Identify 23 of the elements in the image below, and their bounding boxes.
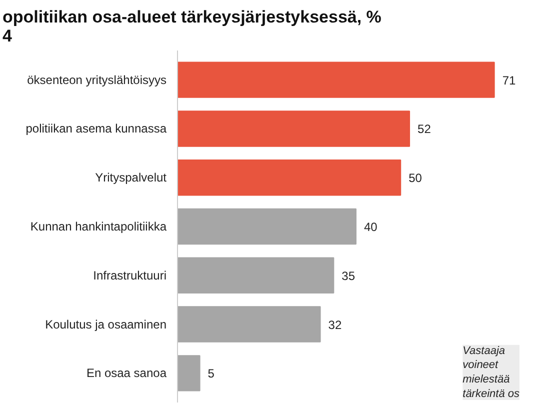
data-label: 40 — [364, 220, 378, 234]
bar — [178, 110, 410, 147]
data-label: 71 — [502, 73, 516, 88]
y-tick-label: Yrityspalvelut — [95, 170, 168, 185]
y-tick-label: Kunnan hankintapolitiikka — [30, 220, 167, 234]
chart-title: opolitiikan osa-alueet tärkeysjärjestyksessä, % 4 — [2, 8, 382, 46]
data-label: 32 — [328, 318, 342, 332]
y-tick-label: En osaa sanoa — [86, 366, 167, 380]
data-label: 5 — [208, 366, 215, 381]
annotation: Vastaaja voineet mielestää tärkeintä os — [462, 344, 520, 400]
y-tick-label: politiikan asema kunnassa — [26, 122, 167, 136]
bar — [178, 208, 356, 245]
y-tick-label: öksenteon yrityslähtöisyys — [27, 72, 167, 87]
bar — [178, 306, 321, 342]
data-label: 35 — [342, 268, 356, 283]
data-label: 52 — [418, 122, 432, 136]
y-tick-label: Koulutus ja osaaminen — [45, 317, 167, 332]
bar — [178, 160, 402, 196]
data-label: 50 — [408, 171, 422, 186]
y-tick-label: Infrastruktuuri — [93, 268, 166, 282]
bar — [178, 62, 495, 98]
bar — [178, 257, 334, 294]
bar — [178, 355, 200, 392]
